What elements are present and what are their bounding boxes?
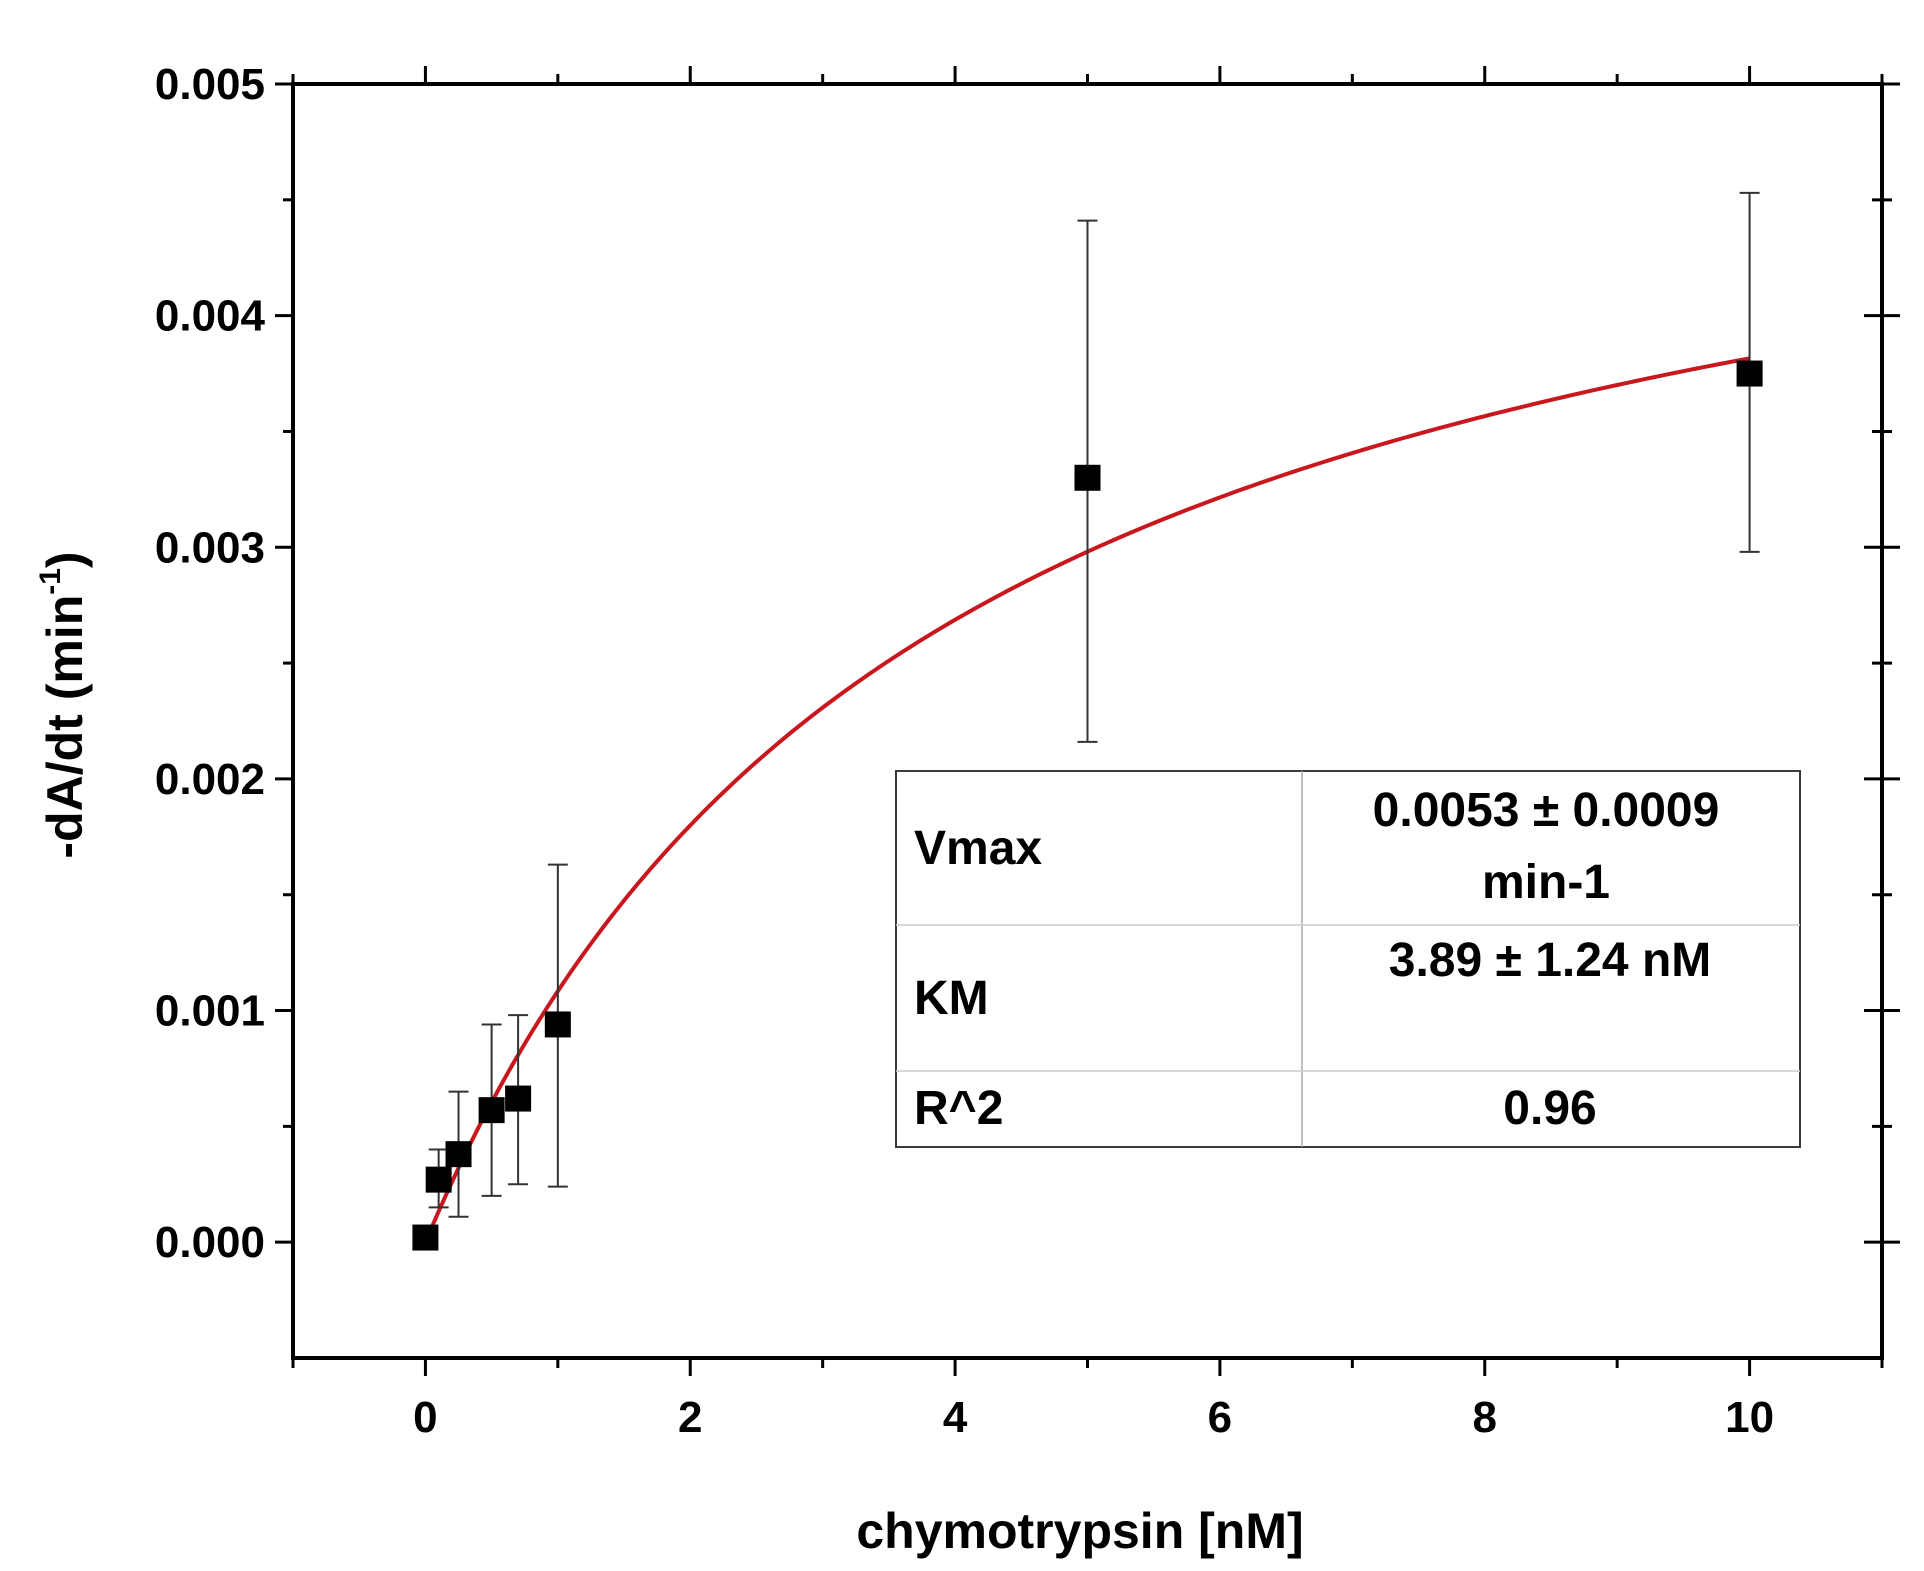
- data-point: [445, 1141, 472, 1168]
- y-tick-label: 0.001: [155, 987, 265, 1036]
- x-tick-label: 10: [1725, 1393, 1774, 1442]
- x-tick-label: 4: [943, 1393, 968, 1442]
- data-point: [478, 1097, 505, 1124]
- data-point: [505, 1085, 532, 1112]
- stats-table: Vmax 0.0053 ± 0.0009 min-1 KM 3.89 ± 1.2…: [895, 770, 1801, 1148]
- stats-value-r2: 0.96: [1503, 1082, 1596, 1135]
- stats-value-vmax-line1: 0.0053 ± 0.0009: [1373, 784, 1720, 837]
- y-axis-title: -dA/dt (min-1): [34, 551, 93, 858]
- data-point: [412, 1224, 439, 1251]
- stats-label-km: KM: [914, 972, 989, 1025]
- x-tick-label: 8: [1473, 1393, 1497, 1442]
- data-point: [425, 1166, 452, 1193]
- stats-value-vmax-line2: min-1: [1482, 856, 1610, 909]
- stats-value-km: 3.89 ± 1.24 nM: [1389, 934, 1712, 987]
- y-axis-title-close: ): [37, 551, 93, 568]
- x-tick-label: 6: [1208, 1393, 1232, 1442]
- x-tick-label: 2: [678, 1393, 702, 1442]
- data-point: [1074, 464, 1101, 491]
- stats-label-vmax: Vmax: [914, 822, 1042, 875]
- data-point: [544, 1011, 571, 1038]
- stats-label-r2: R^2: [914, 1082, 1003, 1135]
- x-tick-label: 0: [413, 1393, 437, 1442]
- y-axis-title-main: -dA/dt (min: [37, 595, 93, 859]
- y-tick-label: 0.005: [155, 60, 265, 109]
- x-axis-title: chymotrypsin [nM]: [856, 1503, 1303, 1559]
- y-tick-label: 0.000: [155, 1218, 265, 1267]
- data-point: [1736, 360, 1763, 387]
- ticks-group: 0 2 4 6 8 10 0.000 0.001 0.002 0.003 0.004 0.005: [155, 60, 1900, 1442]
- stats-table-border: [895, 770, 1801, 1148]
- y-tick-label: 0.004: [155, 292, 266, 341]
- y-axis-title-superscript: -1: [34, 568, 67, 595]
- y-tick-label: 0.002: [155, 755, 265, 804]
- y-tick-label: 0.003: [155, 523, 265, 572]
- data-points-group: [412, 191, 1763, 1251]
